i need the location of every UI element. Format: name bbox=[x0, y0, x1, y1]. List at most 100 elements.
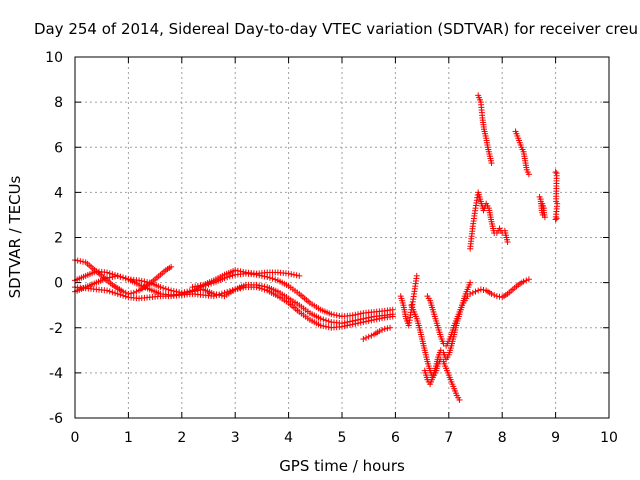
x-tick-label: 4 bbox=[284, 430, 293, 446]
data-point bbox=[192, 283, 199, 290]
data-point bbox=[373, 316, 380, 323]
x-tick-label: 10 bbox=[600, 430, 618, 446]
y-tick-label: 8 bbox=[54, 95, 63, 111]
data-point bbox=[141, 278, 148, 285]
data-point bbox=[480, 286, 487, 293]
data-point bbox=[336, 312, 343, 319]
data-point bbox=[165, 286, 172, 293]
x-tick-label: 7 bbox=[444, 430, 453, 446]
y-tick-label: 0 bbox=[54, 276, 63, 292]
data-point bbox=[389, 313, 396, 320]
data-point bbox=[525, 276, 532, 283]
data-point bbox=[226, 273, 233, 280]
data-point bbox=[384, 325, 391, 332]
data-point bbox=[258, 285, 265, 292]
data-point bbox=[488, 160, 495, 167]
data-point bbox=[355, 320, 362, 327]
data-point bbox=[237, 285, 244, 292]
data-point bbox=[106, 288, 113, 295]
data-point bbox=[553, 215, 560, 222]
data-point bbox=[253, 284, 260, 291]
data-point bbox=[112, 290, 119, 297]
data-point bbox=[363, 334, 370, 341]
data-point bbox=[218, 290, 225, 297]
data-point bbox=[322, 323, 329, 330]
data-point bbox=[347, 321, 354, 328]
data-point bbox=[240, 284, 247, 291]
data-point bbox=[232, 286, 239, 293]
data-point bbox=[475, 287, 482, 294]
data-point bbox=[77, 258, 84, 265]
data-point bbox=[122, 275, 129, 282]
data-point bbox=[352, 311, 359, 318]
x-tick-label: 2 bbox=[177, 430, 186, 446]
y-tick-label: -2 bbox=[49, 321, 63, 337]
plot-frame bbox=[74, 56, 610, 419]
data-point bbox=[520, 278, 527, 285]
data-point bbox=[472, 288, 479, 295]
data-point bbox=[224, 274, 231, 281]
data-point bbox=[266, 274, 273, 281]
data-point bbox=[216, 291, 223, 298]
data-point bbox=[413, 272, 420, 279]
data-point bbox=[272, 276, 279, 283]
x-tick-label: 6 bbox=[391, 430, 400, 446]
data-point bbox=[357, 310, 364, 317]
data-point bbox=[325, 318, 332, 325]
data-point bbox=[387, 324, 394, 331]
data-point bbox=[523, 277, 530, 284]
data-point bbox=[234, 267, 241, 274]
data-point bbox=[360, 319, 367, 326]
data-point bbox=[371, 316, 378, 323]
data-point bbox=[525, 171, 532, 178]
data-point bbox=[333, 312, 340, 319]
data-point bbox=[368, 317, 375, 324]
y-tick-label: 10 bbox=[45, 50, 63, 66]
data-point bbox=[360, 336, 367, 343]
data-point bbox=[330, 311, 337, 318]
data-point bbox=[162, 285, 169, 292]
data-point bbox=[74, 257, 81, 264]
data-point bbox=[376, 328, 383, 335]
data-point bbox=[469, 289, 476, 296]
data-point bbox=[261, 286, 268, 293]
data-point bbox=[168, 263, 175, 270]
x-tick-label: 1 bbox=[124, 430, 133, 446]
data-point bbox=[144, 279, 151, 286]
data-point bbox=[504, 239, 511, 246]
data-point bbox=[197, 282, 204, 289]
data-point bbox=[234, 285, 241, 292]
data-point bbox=[130, 289, 137, 296]
data-point bbox=[365, 317, 372, 324]
data-point bbox=[363, 318, 370, 325]
data-point bbox=[491, 292, 498, 299]
data-point bbox=[114, 272, 121, 279]
data-point bbox=[117, 291, 124, 298]
x-tick-label: 8 bbox=[498, 430, 507, 446]
data-point bbox=[229, 287, 236, 294]
data-point bbox=[320, 323, 327, 330]
y-tick-label: 4 bbox=[54, 185, 63, 201]
data-point bbox=[133, 288, 140, 295]
data-point bbox=[256, 284, 263, 291]
data-point bbox=[552, 216, 559, 223]
data-point bbox=[317, 322, 324, 329]
data-point bbox=[488, 290, 495, 297]
data-point bbox=[296, 272, 303, 279]
data-point bbox=[477, 286, 484, 293]
chart-title: Day 254 of 2014, Sidereal Day-to-day VTE… bbox=[34, 20, 638, 38]
data-point bbox=[106, 274, 113, 281]
data-point bbox=[157, 284, 164, 291]
data-point bbox=[240, 268, 247, 275]
x-axis-label: GPS time / hours bbox=[279, 457, 405, 475]
data-point bbox=[328, 311, 335, 318]
data-point bbox=[493, 293, 500, 300]
data-point bbox=[467, 279, 474, 286]
data-point bbox=[285, 270, 292, 277]
data-point bbox=[341, 323, 348, 330]
data-point bbox=[325, 324, 332, 331]
data-point bbox=[104, 269, 111, 276]
data-point bbox=[104, 287, 111, 294]
